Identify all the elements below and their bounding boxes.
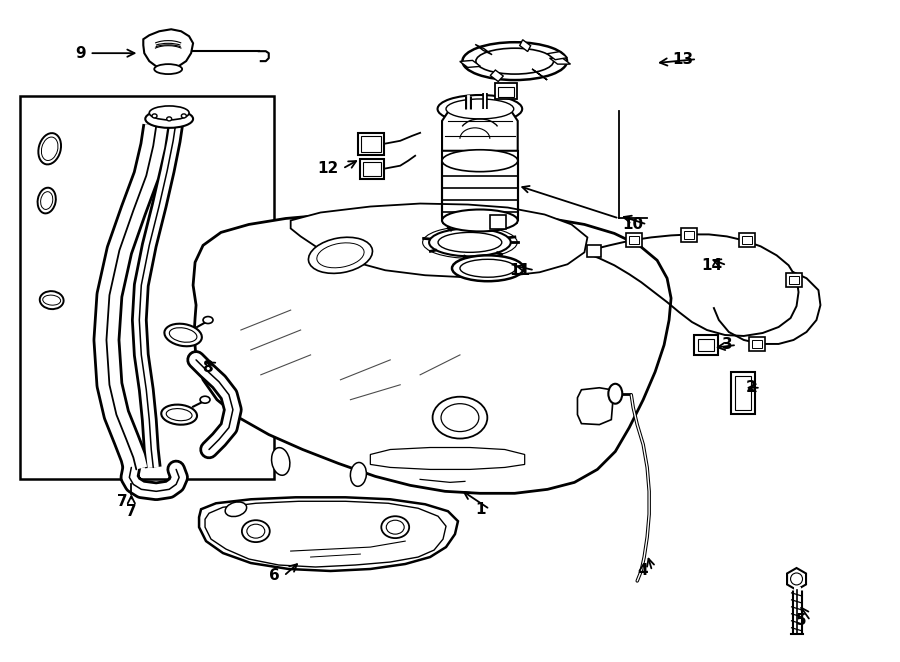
Bar: [360, 159, 384, 179]
Bar: [752, 340, 761, 348]
Ellipse shape: [225, 502, 247, 516]
Ellipse shape: [152, 114, 157, 118]
Bar: [498, 87, 514, 97]
Polygon shape: [194, 213, 671, 493]
Polygon shape: [143, 29, 194, 69]
Ellipse shape: [442, 150, 518, 171]
Ellipse shape: [382, 516, 410, 538]
Polygon shape: [442, 109, 518, 151]
Polygon shape: [205, 501, 446, 567]
Bar: [490, 216, 506, 230]
Ellipse shape: [460, 260, 516, 277]
Ellipse shape: [438, 232, 502, 252]
Ellipse shape: [161, 404, 197, 425]
Ellipse shape: [476, 48, 554, 74]
Bar: [358, 133, 384, 155]
Bar: [786, 273, 802, 287]
Ellipse shape: [242, 520, 270, 542]
Ellipse shape: [39, 133, 61, 164]
Ellipse shape: [145, 110, 194, 128]
Ellipse shape: [608, 384, 622, 404]
Text: 14: 14: [702, 258, 723, 273]
Ellipse shape: [442, 209, 518, 232]
Bar: [734, 376, 751, 410]
Ellipse shape: [200, 397, 210, 403]
Bar: [495, 83, 517, 99]
Text: 9: 9: [75, 46, 86, 61]
Polygon shape: [578, 388, 613, 424]
Bar: [698, 339, 714, 351]
Bar: [362, 136, 382, 152]
Bar: [681, 228, 697, 242]
Text: 12: 12: [317, 161, 338, 176]
Ellipse shape: [429, 228, 510, 256]
Ellipse shape: [309, 237, 373, 273]
Ellipse shape: [166, 408, 192, 421]
Polygon shape: [788, 568, 806, 590]
Ellipse shape: [463, 42, 567, 80]
Ellipse shape: [272, 448, 290, 475]
Bar: [742, 236, 751, 244]
Ellipse shape: [182, 114, 186, 118]
Polygon shape: [491, 70, 503, 81]
Bar: [749, 337, 765, 351]
Polygon shape: [199, 497, 458, 571]
Bar: [629, 236, 639, 244]
Ellipse shape: [317, 243, 364, 268]
Text: 5: 5: [796, 613, 806, 628]
Bar: [694, 335, 718, 355]
Bar: [364, 162, 382, 175]
Text: 7: 7: [117, 494, 128, 509]
Polygon shape: [370, 448, 525, 469]
Ellipse shape: [40, 192, 53, 209]
Ellipse shape: [433, 397, 487, 438]
Ellipse shape: [166, 117, 172, 121]
Ellipse shape: [154, 64, 182, 74]
Text: 10: 10: [622, 217, 644, 232]
Text: 11: 11: [509, 263, 531, 278]
Ellipse shape: [40, 291, 64, 309]
Polygon shape: [532, 69, 547, 80]
Bar: [626, 234, 643, 248]
Ellipse shape: [149, 106, 189, 120]
Text: 4: 4: [637, 563, 648, 579]
Text: 13: 13: [672, 52, 693, 67]
Ellipse shape: [441, 404, 479, 432]
Text: 3: 3: [722, 338, 733, 352]
Polygon shape: [519, 40, 531, 52]
Ellipse shape: [437, 95, 522, 123]
Text: 6: 6: [269, 569, 280, 583]
Bar: [20, 96, 274, 479]
Ellipse shape: [452, 256, 524, 281]
Ellipse shape: [386, 520, 404, 534]
Bar: [684, 232, 694, 240]
Ellipse shape: [42, 295, 60, 305]
Bar: [588, 246, 601, 258]
Ellipse shape: [41, 137, 58, 160]
Text: 2: 2: [746, 380, 757, 395]
Bar: [731, 372, 755, 414]
Polygon shape: [547, 52, 567, 60]
Polygon shape: [460, 60, 481, 68]
Text: 7: 7: [126, 504, 137, 519]
Ellipse shape: [165, 324, 202, 346]
Ellipse shape: [38, 188, 56, 213]
Polygon shape: [291, 203, 588, 277]
Polygon shape: [475, 44, 492, 55]
Ellipse shape: [169, 328, 197, 342]
Polygon shape: [550, 58, 571, 64]
Ellipse shape: [247, 524, 265, 538]
Ellipse shape: [350, 463, 366, 487]
Text: 1: 1: [475, 502, 486, 517]
Bar: [739, 234, 755, 248]
Ellipse shape: [203, 316, 213, 324]
Bar: [788, 276, 798, 284]
Ellipse shape: [446, 99, 514, 119]
Text: 8: 8: [202, 360, 213, 375]
